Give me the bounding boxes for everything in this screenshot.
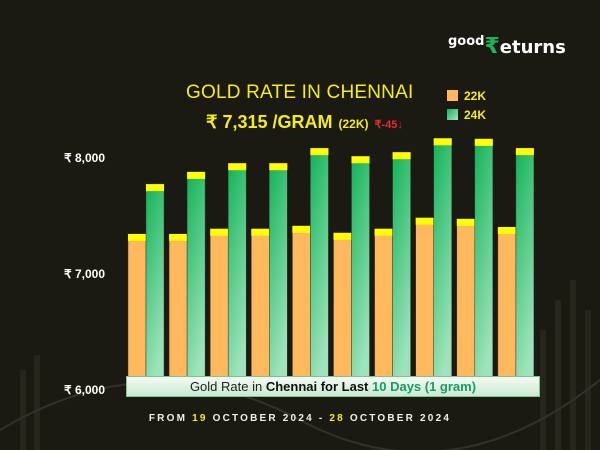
- bar-24k: [227, 162, 247, 391]
- bar-cap: [210, 228, 229, 236]
- price-value: ₹ 7,315 /GRAM: [206, 112, 333, 132]
- bar-22k: [251, 228, 270, 391]
- date-range: FROM 19 OCTOBER 2024 - 28 OCTOBER 2024: [148, 413, 452, 424]
- bar-22k: [456, 218, 476, 391]
- y-tick-label: ₹ 8,000: [64, 151, 105, 165]
- bar-24k: [433, 138, 452, 391]
- bar-22k: [415, 217, 434, 391]
- bar-22k: [209, 228, 229, 391]
- bar-22k: [374, 228, 393, 391]
- chart-caption: Gold Rate in Chennai for Last 10 Days (1…: [126, 376, 540, 397]
- legend-item-24k: 24K: [447, 105, 486, 124]
- bar-cap: [474, 138, 493, 146]
- bar-cap: [333, 232, 352, 240]
- y-tick-label: ₹ 7,000: [64, 267, 105, 281]
- bar-cap: [433, 138, 452, 146]
- price-unit: (22K): [338, 117, 369, 131]
- bar-22k: [333, 232, 352, 391]
- price-display: ₹ 7,315 /GRAM (22K) ₹-45↓: [206, 112, 403, 133]
- legend-item-22k: 22K: [447, 86, 486, 105]
- bar-cap: [292, 225, 311, 233]
- bar-cap: [187, 171, 206, 179]
- legend-swatch-24k: [447, 109, 458, 120]
- chart-title: GOLD RATE IN CHENNAI: [186, 82, 414, 103]
- bar-cap: [310, 148, 329, 156]
- bar-cap: [269, 163, 288, 171]
- bar-24k: [310, 147, 329, 391]
- bar-22k: [292, 225, 311, 391]
- legend: 22K 24K: [447, 86, 486, 124]
- bar-24k: [186, 171, 206, 391]
- bar-cap: [515, 148, 534, 156]
- y-tick-label: ₹ 6,000: [64, 383, 105, 397]
- bar-cap: [251, 228, 270, 236]
- bar-cap: [146, 184, 164, 192]
- bar-22k: [127, 233, 147, 391]
- bar-24k: [474, 138, 494, 391]
- bar-24k: [515, 147, 535, 391]
- bar-cap: [374, 228, 393, 236]
- bar-cap: [456, 218, 475, 226]
- bar-24k: [351, 156, 370, 391]
- legend-swatch-22k: [447, 90, 458, 101]
- goodreturns-logo: good₹eturns: [448, 34, 566, 59]
- bar-cap: [128, 233, 146, 241]
- bar-24k: [392, 151, 411, 391]
- bar-24k: [269, 162, 288, 391]
- price-change: ₹-45↓: [374, 119, 403, 131]
- bar-22k: [168, 233, 188, 391]
- bar-cap: [392, 152, 411, 160]
- bar-cap: [415, 217, 434, 225]
- bar-cap: [497, 227, 516, 235]
- bar-cap: [169, 233, 188, 241]
- bar-cap: [351, 156, 370, 164]
- bar-22k: [497, 226, 517, 391]
- bar-cap: [228, 163, 247, 171]
- bar-24k: [145, 183, 165, 391]
